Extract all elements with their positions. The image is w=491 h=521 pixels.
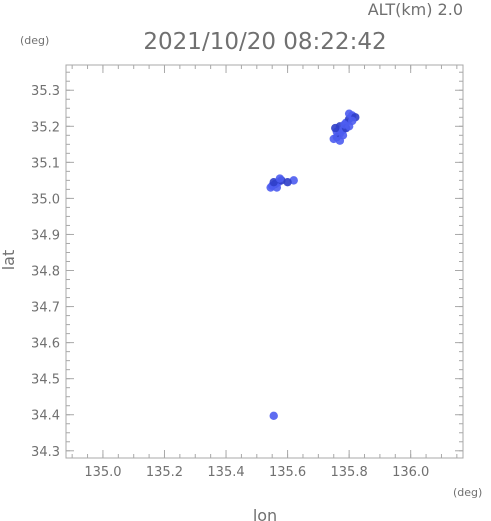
- y-tick-label: 34.6: [31, 337, 60, 352]
- y-axis-title: lat: [0, 250, 18, 271]
- x-tick-label: 135.2: [146, 465, 183, 480]
- y-unit-label: (deg): [20, 34, 49, 47]
- x-tick-label: 135.8: [331, 465, 368, 480]
- x-tick-label: 136.0: [392, 465, 429, 480]
- chart-title: 2021/10/20 08:22:42: [143, 29, 386, 55]
- radar-echo-points: [266, 109, 360, 421]
- echo-point: [331, 123, 340, 133]
- y-tick-label: 35.1: [31, 156, 60, 171]
- echo-point: [275, 174, 285, 183]
- x-unit-label: (deg): [453, 486, 482, 499]
- x-tick-labels: 135.0 135.2 135.4 135.6 135.8 136.0: [84, 465, 429, 480]
- y-tick-label: 34.5: [31, 373, 60, 388]
- echo-point: [269, 411, 278, 421]
- y-tick-label: 35.0: [31, 192, 60, 207]
- echo-point: [269, 177, 278, 187]
- y-tick-label: 35.3: [31, 84, 60, 99]
- echo-point: [335, 136, 345, 145]
- chart-subtitle: ALT(km) 2.0: [368, 0, 463, 19]
- y-tick-label: 34.3: [31, 445, 60, 460]
- echo-point: [283, 177, 292, 187]
- x-tick-label: 135.4: [207, 465, 244, 480]
- x-axis-title: lon: [253, 506, 277, 521]
- y-tick-labels: 34.3 34.4 34.5 34.6 34.7 34.8 34.9 35.0 35.1 35.2…: [31, 84, 60, 460]
- y-tick-label: 35.2: [31, 120, 60, 135]
- plot-area-frame: [65, 64, 464, 459]
- echo-point: [344, 122, 354, 131]
- x-tick-label: 135.6: [269, 465, 306, 480]
- y-tick-label: 34.9: [31, 228, 60, 243]
- y-tick-label: 34.4: [31, 409, 60, 424]
- echo-point: [344, 109, 354, 118]
- y-tick-label: 34.8: [31, 265, 60, 280]
- x-tick-label: 135.0: [84, 465, 121, 480]
- axis-ticks: [66, 65, 463, 458]
- y-tick-label: 34.7: [31, 301, 60, 316]
